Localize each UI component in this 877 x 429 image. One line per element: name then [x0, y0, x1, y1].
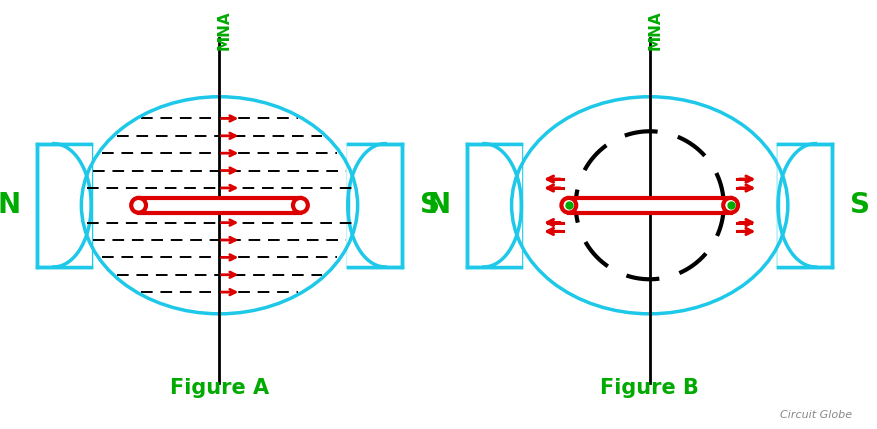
Text: S: S: [849, 191, 869, 219]
FancyBboxPatch shape: [138, 197, 301, 214]
Polygon shape: [777, 144, 815, 267]
Bar: [37, 144, 91, 267]
Text: Figure B: Figure B: [600, 378, 698, 398]
Polygon shape: [53, 144, 91, 267]
Text: Figure A: Figure A: [170, 378, 268, 398]
Text: Circuit Globe: Circuit Globe: [779, 411, 851, 420]
Bar: [777, 144, 831, 267]
Text: MNA: MNA: [646, 11, 661, 50]
Polygon shape: [483, 144, 521, 267]
Text: N: N: [0, 191, 21, 219]
Text: MNA: MNA: [217, 11, 232, 50]
Text: N: N: [427, 191, 451, 219]
Ellipse shape: [82, 97, 357, 314]
Bar: [467, 144, 521, 267]
FancyBboxPatch shape: [567, 197, 731, 214]
Ellipse shape: [511, 97, 787, 314]
Bar: [347, 144, 402, 267]
Text: S: S: [419, 191, 439, 219]
Polygon shape: [347, 144, 385, 267]
